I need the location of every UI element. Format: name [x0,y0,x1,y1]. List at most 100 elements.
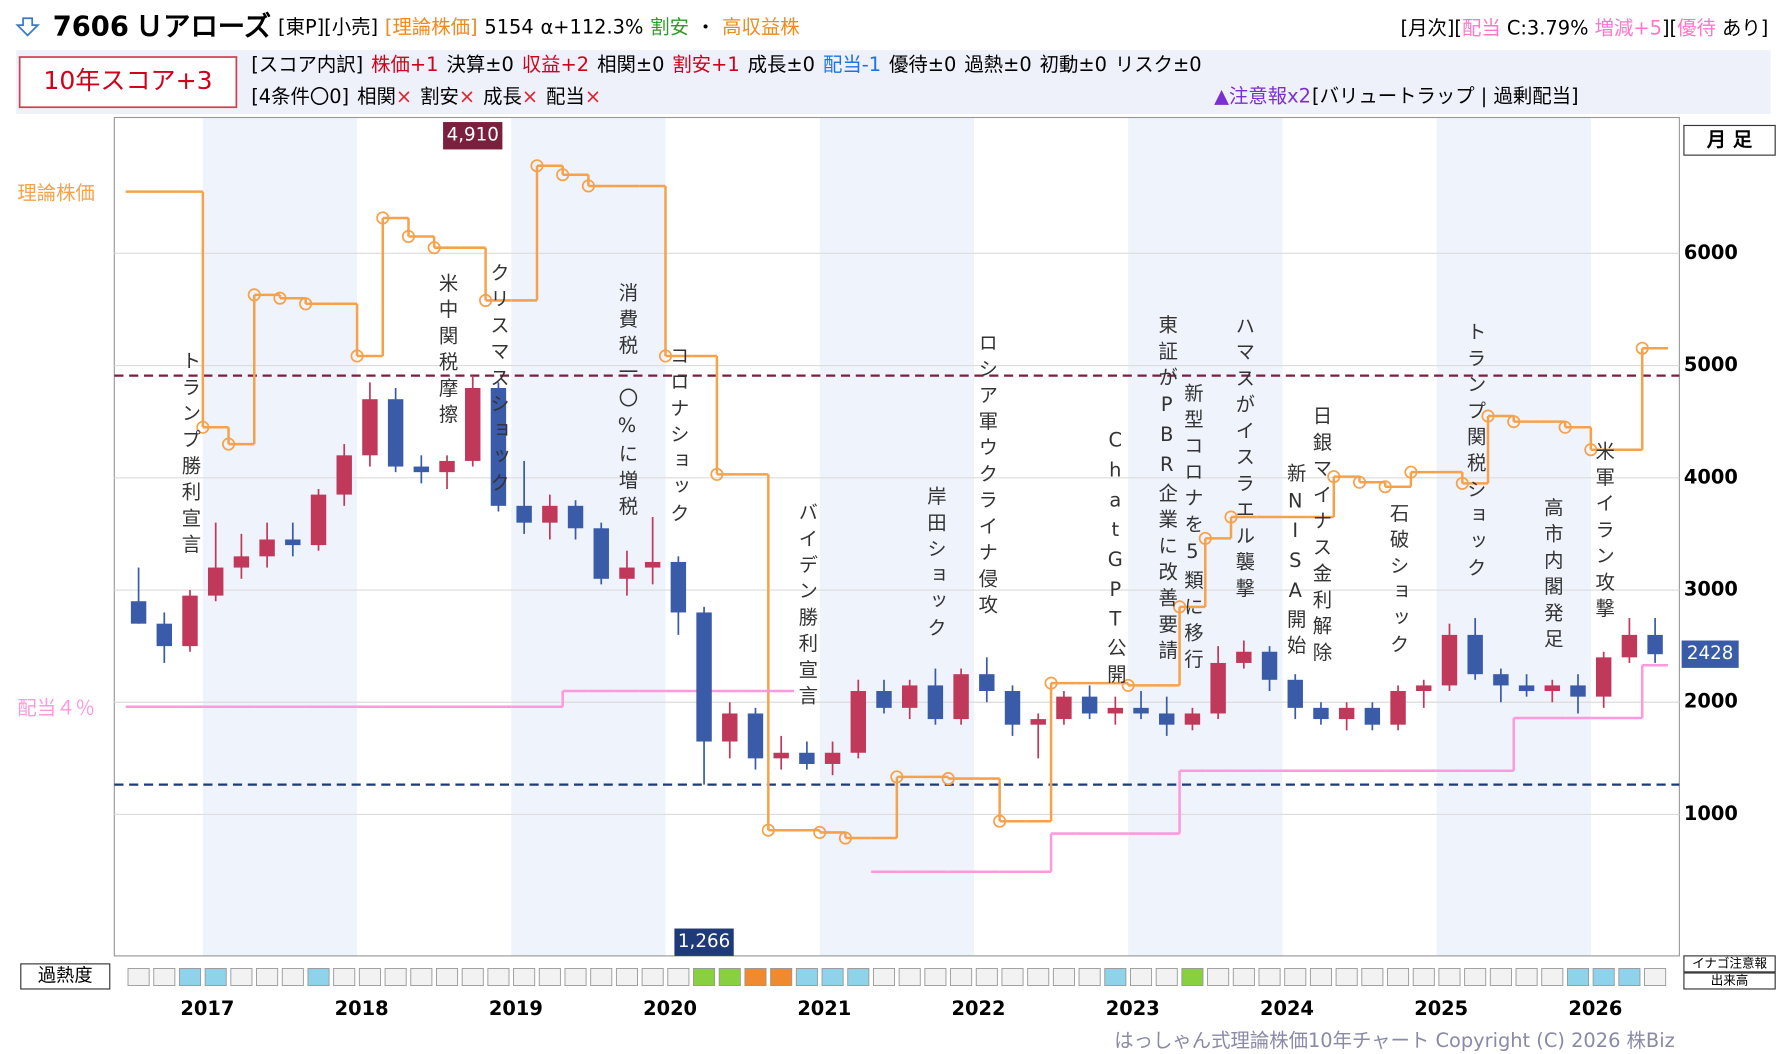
event-label: トランプ勝利宣言 [178,350,201,560]
heat-cell [461,967,484,987]
heat-cell [847,967,870,987]
side-box [1683,955,1776,973]
heat-cell [1207,967,1230,987]
heat-cell [1284,967,1307,987]
candle-body [413,466,430,473]
candle-body [927,685,944,720]
header-part: 決算±0 [446,53,513,76]
candle-body [1467,634,1483,675]
candle-body [1210,662,1226,714]
candle-body [670,561,687,613]
candle-body [1287,679,1303,708]
heat-cell [1515,967,1538,987]
heat-cell [487,967,510,987]
heat-cell [281,967,304,987]
reference-label: 1,266 [678,931,730,952]
header-part: 過熱±0 [964,53,1031,76]
candle-body [824,752,841,764]
x-tick-label: 2020 [643,997,697,1020]
heat-cell [1155,967,1178,987]
heat-cell [256,967,279,987]
header-part: 7606 [53,11,129,42]
event-label: 日銀マイナス金利解除 [1309,406,1332,668]
header-part: [理論株価] [385,15,478,38]
year-band [1436,117,1591,956]
candle-body [1518,685,1535,692]
x-tick-label: 2021 [797,997,851,1020]
header-part: ][ [1662,16,1677,39]
heat-cell [950,967,973,987]
header-part: C:3.79% [1501,16,1595,39]
change-marker [479,293,493,307]
heat-cell [513,967,536,987]
reference-label-box [674,928,734,956]
event-label: 石破ショック [1387,503,1410,660]
candle-body [542,505,558,523]
heat-cell [1001,967,1024,987]
candle-body [696,612,712,742]
candle-body [1493,674,1509,686]
event-label: トランプ関税ショック [1464,321,1487,583]
candle-body [1544,685,1560,692]
header-part: [スコア内訳] [251,53,363,76]
header-part: [東P][小売] [278,15,378,38]
candle-body [130,601,147,624]
header-part: 配当 [1462,16,1501,39]
side-box [1683,972,1776,990]
change-marker [221,437,236,451]
side-label: イナゴ注意報 [1692,955,1767,970]
candle-body [979,674,995,692]
heat-cell [821,967,844,987]
change-marker [1481,409,1495,423]
warning: ▲注意報x2 [1214,84,1311,107]
candle-body [876,691,892,708]
change-marker [1558,420,1572,434]
change-marker [710,467,724,481]
heat-cell [1541,967,1564,987]
heat-cell [564,967,587,987]
candle-body [644,561,661,568]
candle-body [1416,685,1432,692]
side-label: 出来高 [1711,972,1749,987]
change-marker [1507,415,1521,429]
header-part: 増減+5 [1595,16,1662,39]
candle-body [490,387,507,506]
y-tick-label: 1000 [1684,802,1738,825]
heat-cell [127,967,150,987]
heat-cell [1258,967,1281,987]
change-marker [813,825,827,839]
event-label: 高市内閣発足 [1541,497,1564,654]
event-label: 岸田ショック [924,486,947,643]
header-part: [月次][ [1401,16,1462,39]
header-part: 成長±0 [748,53,815,76]
header-part: Ｕアローズ [136,10,271,42]
candle-body [593,528,609,579]
candle-body [901,685,918,708]
year-band [1128,117,1283,956]
header-part: 優待 [1677,16,1716,39]
heat-cell [307,967,330,987]
event-label: 東証がPBR企業に改善要請 [1155,315,1178,667]
candle-body [567,505,584,529]
event-label: 新型コロナを5類に移行 [1181,383,1204,675]
heat-cell [230,967,253,987]
candle-body [619,567,635,579]
condition-name: 配当 [546,84,585,107]
candle-body [1570,685,1586,697]
change-marker [1584,443,1598,457]
change-marker [1404,465,1418,479]
change-marker [530,159,544,173]
heat-cell [1644,967,1667,987]
heat-cell [1027,967,1050,987]
heat-cell [744,967,767,987]
event-label: コロナショック [667,345,690,529]
heat-cell [1309,967,1332,987]
change-marker [556,168,570,182]
copyright: はっしゃん式理論株価10年チャート Copyright (C) 2026 株Bi… [1114,1029,1675,1052]
heat-label: 過熱度 [38,965,93,986]
x-tick-label: 2022 [952,997,1006,1020]
change-marker [350,349,364,363]
heat-cell [1412,967,1435,987]
header-part: ・ [696,15,715,38]
event-label: ロシア軍ウクライナ侵攻 [975,332,998,621]
